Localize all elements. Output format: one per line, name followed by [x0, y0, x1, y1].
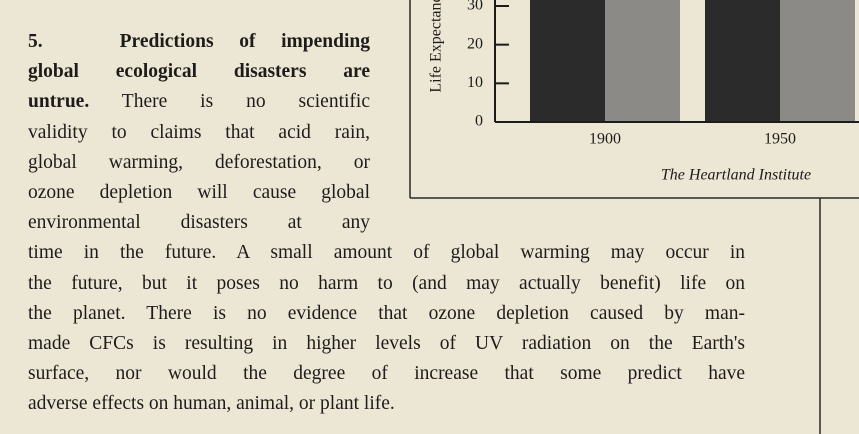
- body-text: surface, nor would the degree of increas…: [28, 363, 745, 385]
- text-line: global ecological disasters are: [28, 57, 370, 87]
- text-line: validity to claims that acid rain,: [28, 118, 370, 148]
- y-tick-label: 0: [475, 113, 483, 130]
- text-line: the future, but it poses no harm to (and…: [28, 269, 745, 299]
- body-text: validity to claims that acid rain,: [28, 121, 370, 143]
- body-text: environmental disasters at any: [28, 212, 370, 234]
- text-line: surface, nor would the degree of increas…: [28, 359, 745, 389]
- chart-source: The Heartland Institute: [661, 167, 811, 184]
- text-line: environmental disasters at any: [28, 208, 370, 238]
- body-text: adverse effects on human, animal, or pla…: [28, 393, 395, 415]
- text-line: ozone depletion will cause global: [28, 178, 370, 208]
- y-tick-label: 20: [467, 35, 483, 52]
- body-text: time in the future. A small amount of gl…: [28, 242, 745, 264]
- text-line: made CFCs is resulting in higher levels …: [28, 329, 745, 359]
- text-line: the planet. There is no evidence that oz…: [28, 299, 745, 329]
- bold-text: untrue.: [28, 91, 90, 113]
- y-tick-label: 10: [467, 74, 483, 91]
- body-text: the planet. There is no evidence that oz…: [28, 302, 745, 324]
- y-axis-label: Life Expectancy: [428, 0, 445, 93]
- body-text: ozone depletion will cause global: [28, 182, 370, 204]
- body-text: global warming, deforestation, or: [28, 151, 370, 173]
- text-line: time in the future. A small amount of gl…: [28, 238, 745, 268]
- bar: [705, 0, 780, 122]
- bar: [605, 0, 680, 122]
- text-line: 5. Predictions of impending: [28, 27, 370, 57]
- article: 5. Predictions of impending global ecolog…: [28, 27, 745, 420]
- body-text: made CFCs is resulting in higher levels …: [28, 333, 745, 355]
- body-text: There is no scientific: [89, 91, 370, 113]
- text-line: untrue. There is no scientific: [28, 87, 370, 117]
- bar: [530, 0, 605, 123]
- bar: [780, 0, 855, 122]
- y-tick-label: 30: [467, 0, 483, 14]
- bold-text: global ecological disasters are: [28, 61, 370, 83]
- text-line: adverse effects on human, animal, or pla…: [28, 389, 745, 419]
- text-line: global warming, deforestation, or: [28, 148, 370, 178]
- x-tick-label: 1900: [589, 131, 621, 148]
- x-tick-label: 1950: [764, 131, 796, 148]
- body-text: the future, but it poses no harm to (and…: [28, 272, 745, 294]
- bold-text: 5. Predictions of impending: [28, 31, 370, 52]
